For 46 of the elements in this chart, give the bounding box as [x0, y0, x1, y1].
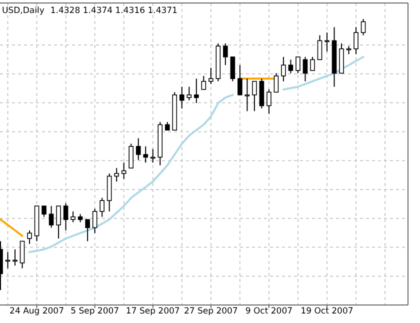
candlestick	[121, 162, 126, 180]
candlestick	[136, 138, 141, 160]
chart-subtitle: 1.4328 1.4374 1.4316 1.4371	[50, 6, 178, 16]
candlestick	[12, 248, 18, 266]
candlestick	[100, 197, 104, 218]
candlestick	[85, 219, 90, 242]
candlestick	[186, 86, 192, 101]
candlestick	[114, 168, 119, 182]
candlestick	[150, 148, 156, 164]
x-tick-label: 17 Sep 2007	[126, 306, 180, 317]
x-tick-label: 19 Oct 2007	[300, 306, 354, 317]
candlestick	[179, 86, 184, 109]
x-tick-label: 9 Oct 2007	[245, 306, 293, 317]
candlestick	[201, 75, 206, 90]
candlestick	[274, 72, 279, 93]
x-tick-label: 24 Aug 2007	[10, 306, 64, 317]
candlestick	[70, 210, 76, 223]
candlestick	[27, 230, 32, 244]
candlestick	[324, 32, 330, 52]
candlestick	[230, 56, 236, 82]
x-tick-label: 27 Sep 2007	[184, 306, 238, 317]
candlestick	[360, 18, 366, 36]
candlestick	[238, 64, 242, 96]
candlestick	[296, 56, 300, 74]
chart-title: USD,Daily	[2, 6, 44, 16]
candlestick	[48, 205, 54, 228]
candlestick	[317, 34, 322, 60]
candlestick	[20, 240, 25, 269]
candlestick	[223, 42, 228, 66]
candlestick	[354, 26, 358, 55]
candlestick	[288, 59, 294, 74]
candlestick	[128, 143, 134, 169]
candlestick	[56, 205, 61, 240]
candlestick	[310, 56, 315, 71]
candlestick	[63, 202, 68, 231]
candlestick	[302, 56, 308, 82]
candlestick	[42, 205, 46, 218]
candlestick	[143, 146, 148, 164]
candlestick	[266, 88, 272, 114]
candlestick	[208, 67, 214, 85]
x-tick-label: 5 Sep 2007	[70, 306, 120, 317]
candlestick	[244, 78, 250, 112]
candlestick	[252, 80, 257, 112]
candlestick	[281, 56, 286, 82]
candlestick	[92, 208, 98, 234]
candlestick	[194, 78, 199, 104]
